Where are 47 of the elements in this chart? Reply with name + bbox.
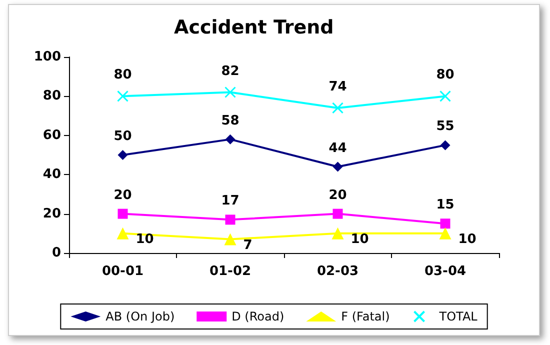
- data-label: 20: [328, 188, 347, 203]
- y-tick-label: 80: [42, 88, 61, 104]
- y-tick-label: 0: [52, 246, 61, 260]
- data-label: 55: [436, 119, 454, 134]
- x-tick-label: 03-04: [424, 264, 466, 279]
- data-label: 80: [114, 68, 132, 83]
- point: [224, 86, 236, 98]
- data-label: 17: [221, 194, 240, 209]
- point: [440, 140, 450, 150]
- x-tick-label: 01-02: [209, 264, 252, 279]
- data-label: 74: [328, 79, 347, 94]
- point: [439, 227, 452, 240]
- legend-label: TOTAL: [438, 310, 478, 324]
- y-tick-label: 60: [42, 128, 61, 143]
- data-label: 58: [221, 113, 240, 128]
- data-label: 15: [436, 198, 454, 213]
- point: [225, 214, 236, 225]
- data-label: 82: [221, 64, 240, 79]
- data-label: 20: [114, 188, 132, 203]
- y-tick-label: 20: [42, 206, 61, 222]
- x-tick-label: 02-03: [316, 264, 359, 279]
- legend-label: AB (On Job): [106, 310, 175, 324]
- point: [440, 218, 450, 229]
- data-label: 10: [350, 232, 369, 247]
- point: [117, 90, 128, 102]
- chart-title: Accident Trend: [174, 16, 334, 38]
- point: [332, 162, 343, 172]
- data-label: 10: [136, 232, 154, 247]
- point: [440, 90, 451, 102]
- y-tick-label: 40: [42, 167, 61, 182]
- legend-label: D (Road): [232, 310, 284, 324]
- legend-label: F (Fatal): [341, 310, 390, 324]
- data-label: 50: [114, 129, 132, 144]
- data-label: 7: [243, 238, 252, 253]
- data-label: 80: [436, 68, 454, 83]
- point: [225, 134, 236, 144]
- y-tick-label: 100: [34, 50, 61, 64]
- point: [332, 102, 344, 114]
- data-label: 44: [328, 140, 347, 156]
- point: [332, 208, 343, 219]
- point: [116, 227, 129, 240]
- point: [332, 227, 344, 240]
- x-tick-label: 00-01: [102, 264, 144, 279]
- point: [224, 233, 236, 246]
- data-label: 10: [458, 232, 476, 247]
- point: [118, 208, 128, 219]
- point: [118, 150, 128, 160]
